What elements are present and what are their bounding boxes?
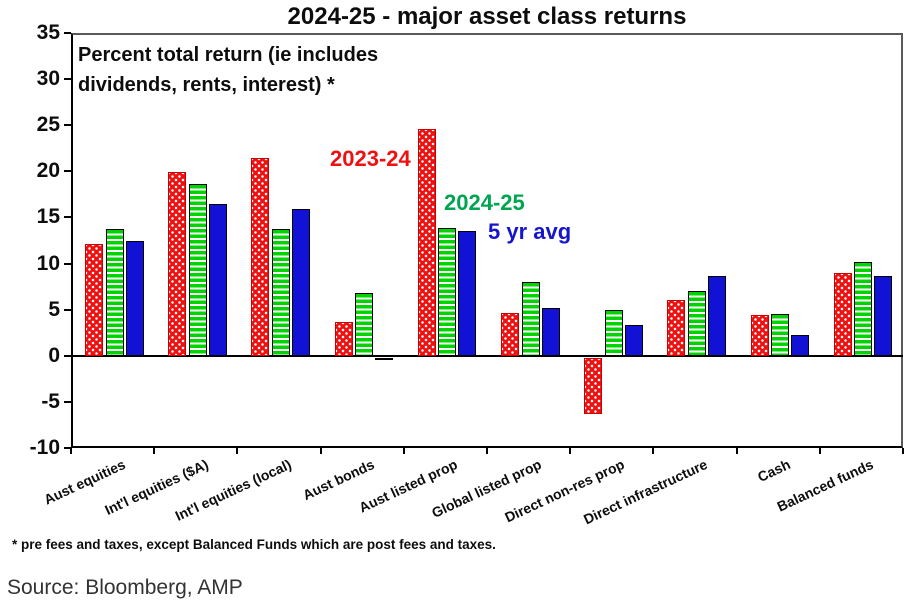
y-axis-tick-label: 0 (48, 343, 60, 367)
y-axis-tick (64, 32, 71, 34)
axis-annotation-line2: dividends, rents, interest) * (78, 74, 335, 96)
plot-area (71, 33, 903, 448)
x-axis-tick (402, 448, 405, 454)
y-axis-tick (64, 354, 71, 357)
y-axis-tick (64, 78, 71, 81)
bar-series-1-cat-5 (521, 282, 540, 356)
bar-series-0-cat-4 (417, 128, 436, 356)
bar-series-0-cat-0 (85, 244, 103, 356)
y-axis-tick (64, 216, 71, 219)
bar-series-0-cat-9 (833, 272, 852, 356)
y-axis-tick-label: 15 (36, 205, 60, 229)
y-axis-tick (64, 262, 71, 265)
bar-series-0-cat-2 (251, 157, 270, 356)
y-axis-tick (64, 308, 71, 311)
bar-series-1-cat-1 (188, 184, 207, 356)
y-axis-tick (64, 124, 71, 127)
legend-series-2024-25: 2024-25 (444, 190, 525, 215)
bar-series-0-cat-7 (667, 299, 686, 356)
x-axis-tick (735, 448, 738, 454)
bar-series-2-cat-9 (874, 275, 893, 356)
bar-series-2-cat-6 (624, 325, 643, 356)
bar-series-2-cat-2 (291, 209, 310, 356)
y-axis-tick-label: -5 (41, 389, 60, 413)
bar-series-1-cat-0 (105, 228, 124, 356)
bar-series-2-cat-3 (375, 357, 394, 360)
bar-series-2-cat-8 (791, 334, 810, 356)
bar-series-2-cat-5 (541, 307, 560, 356)
y-axis-tick-label: 10 (36, 251, 60, 275)
y-axis-tick-label: 25 (36, 113, 60, 137)
axis-annotation-line1: Percent total return (ie includes (78, 44, 379, 66)
bar-series-0-cat-1 (168, 172, 187, 356)
bar-series-1-cat-8 (771, 314, 790, 356)
legend-series-5yr-avg: 5 yr avg (488, 219, 572, 244)
bar-series-1-cat-6 (604, 309, 623, 356)
x-axis-category-label: Cash (755, 456, 793, 485)
y-axis-tick (64, 400, 71, 403)
bar-series-0-cat-6 (584, 357, 603, 415)
x-axis-tick (153, 448, 156, 454)
chart-title: 2024-25 - major asset class returns (287, 3, 687, 30)
y-axis-tick (64, 170, 71, 173)
y-axis-tick-label: 35 (36, 21, 60, 44)
bar-series-0-cat-8 (750, 315, 769, 356)
legend-series-2023-24: 2023-24 (330, 146, 411, 171)
bar-series-0-cat-3 (334, 321, 353, 356)
zero-baseline (71, 355, 903, 357)
x-axis-tick (569, 448, 572, 454)
x-axis-tick (652, 448, 655, 454)
bar-series-1-cat-4 (438, 227, 457, 356)
y-axis-tick-label: 5 (48, 297, 60, 321)
bar-series-2-cat-7 (707, 275, 726, 356)
bar-series-2-cat-4 (458, 231, 477, 356)
x-axis-tick (902, 448, 904, 454)
bar-series-1-cat-3 (355, 293, 374, 356)
bar-series-0-cat-5 (501, 313, 519, 356)
x-axis-tick (818, 448, 821, 454)
axis-annotation: Percent total return (ie includes divide… (78, 40, 378, 100)
x-axis-tick (70, 448, 72, 454)
bar-series-1-cat-9 (854, 261, 873, 356)
y-axis-tick (64, 447, 71, 449)
source-line: Source: Bloomberg, AMP (7, 576, 243, 599)
footnote: * pre fees and taxes, except Balanced Fu… (12, 537, 496, 552)
x-axis-tick (486, 448, 488, 454)
bar-series-2-cat-1 (208, 203, 227, 356)
y-axis-tick-label: 30 (36, 67, 60, 91)
x-axis-tick (236, 448, 239, 454)
y-axis-tick-label: 20 (36, 159, 60, 183)
y-axis-tick-label: -10 (29, 436, 60, 459)
bar-series-1-cat-2 (271, 229, 290, 356)
bar-series-1-cat-7 (687, 291, 706, 356)
bar-series-2-cat-0 (125, 240, 144, 356)
x-axis-tick (319, 448, 322, 454)
